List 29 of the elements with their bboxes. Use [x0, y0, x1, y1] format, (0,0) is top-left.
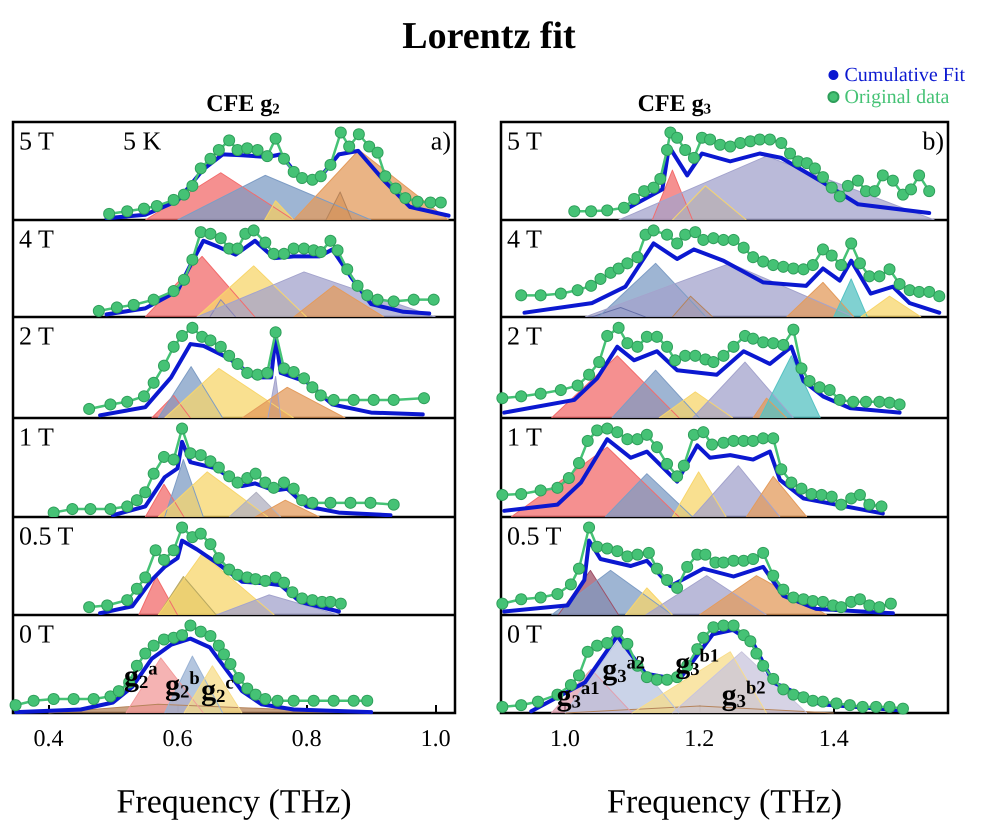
x-tick-label: 1.0: [420, 726, 451, 752]
x-tick-label: 1.0: [550, 726, 580, 752]
annotation: 0.5 T: [19, 522, 74, 550]
annotation: 1 T: [507, 422, 542, 452]
annotation: a): [430, 126, 451, 156]
chart-subtitle: CFE g3: [638, 90, 712, 118]
annotation: 0.5 T: [507, 522, 562, 550]
x-tick-label: 0.8: [292, 726, 322, 752]
x-tick-label: 1.4: [818, 726, 849, 752]
legend-label: Cumulative Fit: [844, 64, 966, 86]
x-tick-label: 0.6: [162, 726, 193, 752]
x-axis-title: Frequency (THz): [116, 784, 352, 820]
annotation: 1 T: [19, 422, 54, 452]
x-tick-label: 0.4: [33, 726, 64, 752]
x-axis-title: Frequency (THz): [606, 784, 842, 820]
annotation: 5 T: [19, 126, 54, 156]
annotation: 0 T: [19, 620, 54, 648]
annotation: 0 T: [507, 620, 542, 648]
annotation: 2 T: [507, 322, 542, 350]
annotation: b): [922, 126, 944, 156]
annotation: 2 T: [19, 322, 54, 350]
legend-label: Original data: [844, 86, 950, 108]
annotation: 4 T: [507, 224, 542, 254]
annotation: 5 T: [507, 126, 542, 156]
chart-subtitle: CFE g2: [206, 90, 280, 118]
annotation: 5 K: [123, 126, 162, 156]
annotation: 4 T: [19, 224, 54, 254]
x-tick-label: 1.2: [684, 726, 714, 752]
chart-title: Lorentz fit: [401, 14, 577, 58]
